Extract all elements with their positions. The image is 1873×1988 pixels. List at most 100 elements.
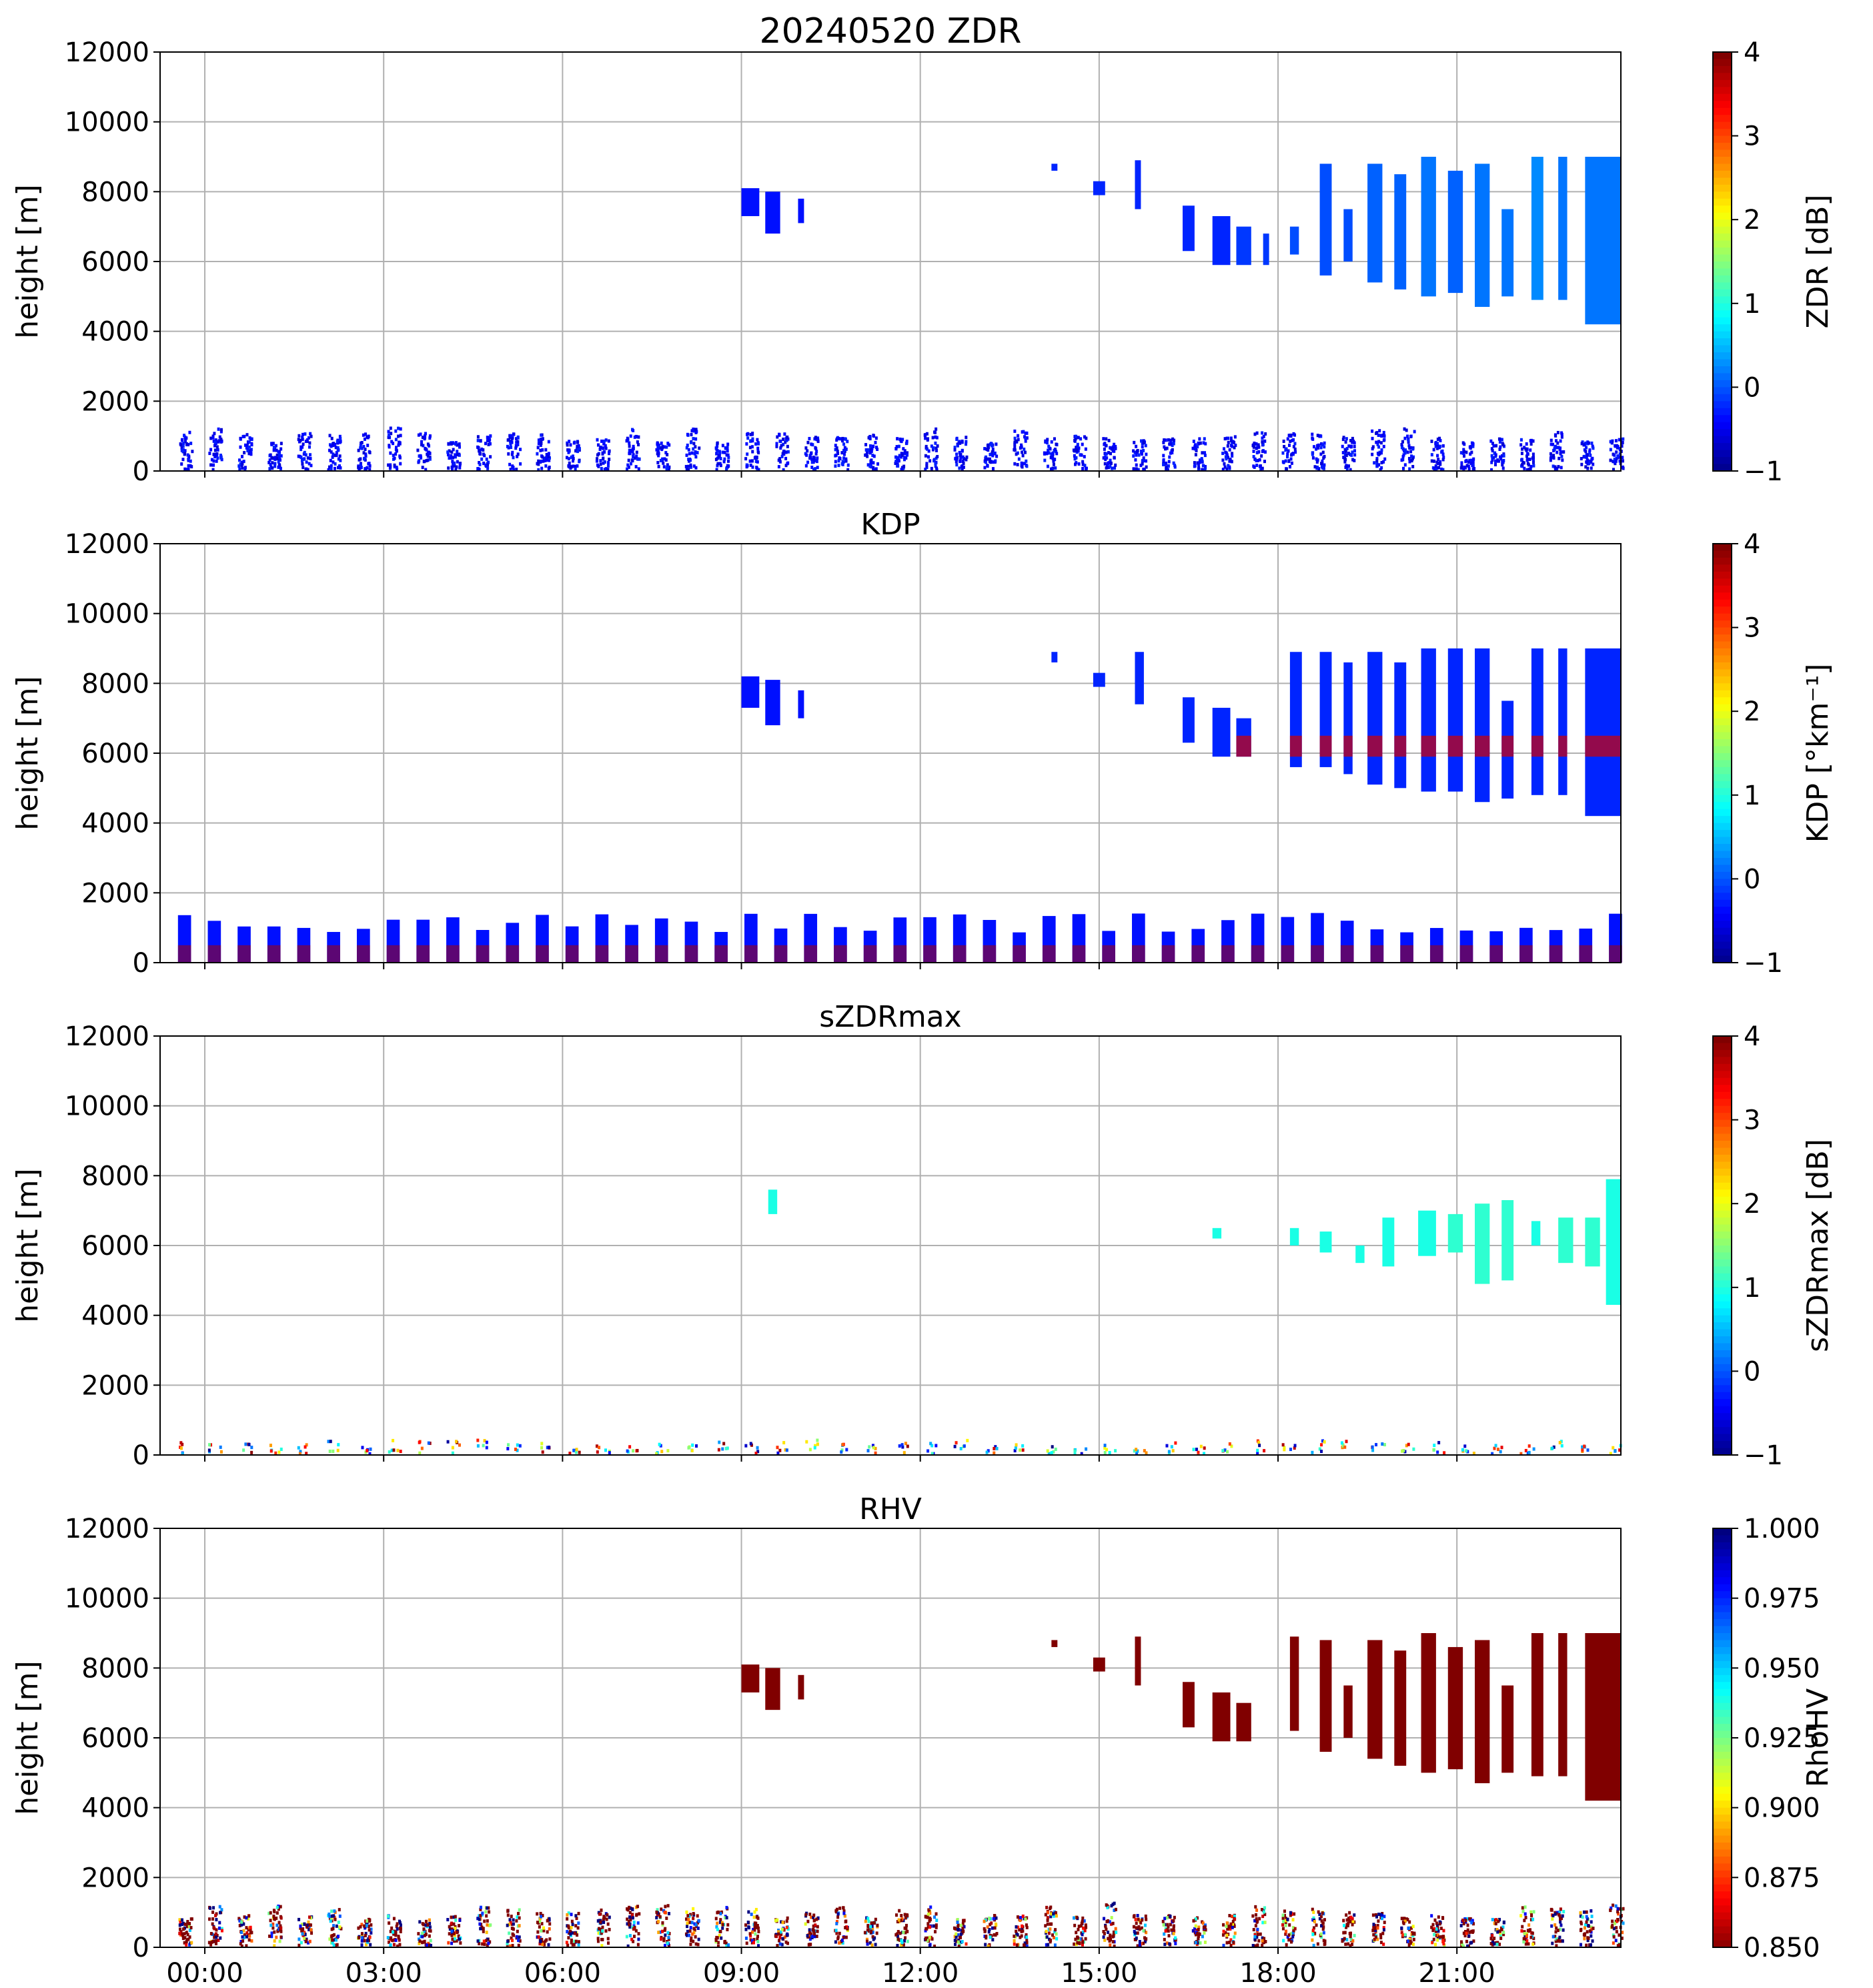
echo-speck [778, 460, 782, 464]
echo-speck [1345, 454, 1348, 458]
echo-speck [1372, 1923, 1375, 1927]
echo-speck [454, 455, 457, 459]
echo-speck [510, 1922, 514, 1926]
echo-speck [635, 435, 638, 439]
echo-speck [1262, 434, 1265, 438]
echo-speck [600, 439, 603, 443]
echo-speck [1221, 452, 1225, 456]
echo-speck [864, 453, 867, 457]
echo-speck [297, 1943, 301, 1947]
echo-column-base [1459, 945, 1473, 963]
echo-speck [512, 466, 515, 470]
echo-speck [545, 1938, 548, 1942]
colorbar-segment [1713, 345, 1732, 354]
echo-speck [272, 1914, 275, 1918]
echo-speck [1025, 1925, 1029, 1929]
echo-speck [897, 1918, 900, 1922]
echo-speck [571, 1931, 574, 1935]
echo-speck [1461, 441, 1465, 445]
echo-speck [692, 1927, 696, 1931]
echo-speck [961, 460, 965, 464]
echo-speck [482, 1927, 485, 1931]
echo-speck [1132, 454, 1135, 458]
echo-speck [364, 452, 368, 456]
echo-speck [955, 1939, 959, 1943]
echo-speck [841, 436, 844, 440]
echo-speck [516, 1448, 519, 1452]
echo-speck [718, 450, 721, 454]
echo-speck [188, 1935, 191, 1939]
echo-speck [1559, 446, 1562, 450]
echo-speck [1379, 1941, 1383, 1945]
echo-speck [871, 1935, 874, 1939]
colorbar-segment [1713, 1280, 1732, 1288]
echo-speck [1233, 446, 1236, 450]
echo-speck [1077, 436, 1080, 440]
echo-speck [959, 459, 962, 463]
echo-speck [991, 454, 995, 458]
echo-speck [540, 1442, 544, 1446]
echo-speck [1383, 457, 1387, 461]
echo-speck [416, 448, 420, 452]
echo-speck [536, 1921, 539, 1925]
echo-column-base [416, 945, 430, 963]
echo-speck [1263, 1910, 1266, 1914]
echo-speck [866, 1449, 870, 1453]
echo-speck [1349, 468, 1352, 472]
echo-speck [1615, 450, 1618, 454]
echo-speck [869, 462, 872, 466]
echo-speck [688, 1921, 692, 1925]
echo-speck [548, 1918, 551, 1922]
echo-speck [900, 1914, 903, 1918]
echo-speck [1077, 449, 1080, 453]
echo-speck [1442, 1935, 1445, 1939]
echo-speck [1371, 436, 1374, 440]
echo-speck [1081, 1933, 1084, 1937]
echo-block [1093, 181, 1105, 195]
y-tick-label: 8000 [81, 1653, 149, 1684]
echo-speck [305, 438, 309, 442]
echo-speck [905, 440, 908, 444]
echo-speck [303, 1445, 307, 1449]
echo-speck [338, 464, 341, 468]
echo-speck [548, 1927, 551, 1931]
echo-speck [394, 429, 398, 433]
echo-speck [219, 456, 223, 460]
echo-speck [572, 1448, 576, 1452]
echo-speck [1047, 444, 1051, 448]
echo-speck [1552, 454, 1555, 458]
echo-speck [661, 1923, 664, 1927]
colorbar-segment [1713, 949, 1732, 957]
echo-speck [1433, 1933, 1436, 1937]
echo-speck [1263, 1937, 1266, 1941]
echo-speck [1521, 460, 1525, 464]
echo-speck [1201, 1921, 1205, 1925]
echo-speck [1436, 1938, 1439, 1942]
echo-speck [389, 465, 392, 469]
colorbar-segment [1713, 163, 1732, 171]
echo-speck [695, 1444, 698, 1448]
echo-speck [657, 1920, 660, 1924]
echo-speck [1345, 465, 1349, 469]
echo-speck [1142, 1929, 1145, 1933]
echo-speck [298, 1452, 301, 1456]
echo-speck [1286, 1917, 1289, 1921]
echo-speck [694, 437, 698, 441]
echo-speck [1140, 439, 1143, 443]
echo-speck [1133, 1914, 1136, 1918]
echo-speck [635, 454, 638, 458]
echo-speck [628, 1934, 632, 1938]
echo-speck [1341, 444, 1344, 448]
echo-speck [846, 1927, 849, 1931]
echo-speck [961, 1926, 965, 1930]
colorbar-segment [1713, 907, 1732, 915]
echo-speck [1583, 454, 1586, 458]
echo-speck [1284, 1923, 1287, 1927]
echo-speck [332, 1449, 335, 1453]
echo-speck [307, 462, 311, 466]
colorbar-segment [1713, 627, 1732, 636]
colorbar-frame [1712, 51, 1732, 472]
echo-speck [931, 448, 934, 452]
echo-speck [924, 433, 927, 437]
echo-speck [875, 1931, 878, 1935]
